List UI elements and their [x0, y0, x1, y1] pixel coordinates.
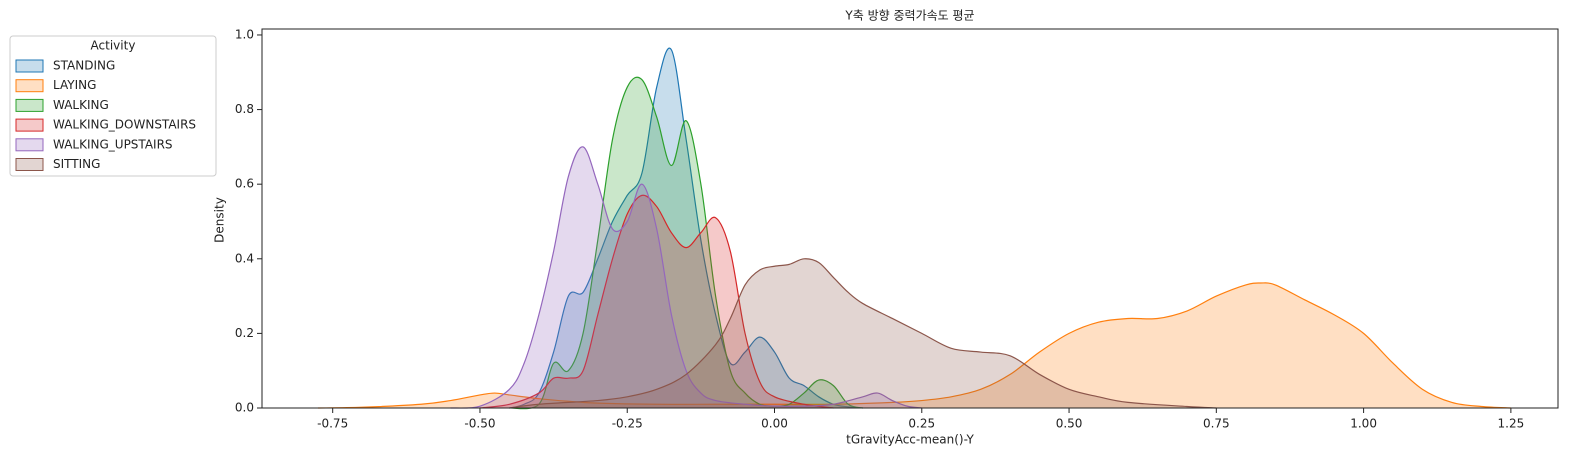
x-axis-label: tGravityAcc-mean()-Y	[846, 433, 974, 447]
x-tick-label: 0.25	[908, 417, 935, 431]
y-tick-label: 0.0	[235, 401, 254, 415]
legend-swatch	[15, 98, 44, 112]
legend-swatch	[15, 158, 44, 171]
x-tick-label: -0.75	[317, 417, 348, 431]
legend-label: SITTING	[53, 157, 100, 171]
plot-frame	[261, 28, 1559, 409]
legend-swatch	[15, 79, 44, 93]
density-area	[450, 146, 922, 409]
density-line	[509, 47, 863, 409]
density-line	[479, 194, 834, 409]
density-line	[450, 146, 922, 409]
density-area	[479, 195, 834, 408]
legend-label: WALKING	[53, 98, 109, 112]
y-tick-label: 0.4	[235, 251, 254, 265]
legend-label: LAYING	[53, 78, 96, 92]
y-tick-label: 1.0	[235, 27, 254, 41]
y-tick-label: 0.2	[235, 326, 254, 340]
legend-swatch	[15, 59, 44, 73]
x-tick-label: 0.50	[1056, 417, 1083, 431]
density-area	[317, 282, 1511, 408]
x-tick-label: 1.25	[1498, 417, 1525, 431]
y-tick-label: 0.8	[235, 102, 254, 116]
y-axis-label: Density	[213, 197, 227, 243]
legend-label: WALKING_DOWNSTAIRS	[53, 118, 196, 132]
legend-box	[9, 35, 217, 177]
density-area	[509, 77, 863, 409]
density-line	[509, 258, 1217, 409]
legend-title: Activity	[91, 39, 136, 53]
x-tick-label: 1.00	[1350, 417, 1377, 431]
density-area	[509, 258, 1217, 408]
legend-swatch	[15, 138, 44, 152]
x-tick-label: -0.50	[464, 417, 495, 431]
x-tick-label: 0.75	[1203, 417, 1230, 431]
density-area	[509, 48, 863, 408]
density-line	[509, 76, 864, 410]
x-tick-label: 0.00	[761, 417, 788, 431]
legend-label: STANDING	[53, 59, 115, 73]
legend-swatch	[15, 118, 44, 132]
legend-label: WALKING_UPSTAIRS	[53, 137, 173, 151]
chart-title: Y축 방향 중력가속도 평균	[844, 9, 974, 23]
y-tick-label: 0.6	[235, 177, 254, 191]
x-tick-label: -0.25	[612, 417, 643, 431]
density-line	[317, 282, 1511, 409]
